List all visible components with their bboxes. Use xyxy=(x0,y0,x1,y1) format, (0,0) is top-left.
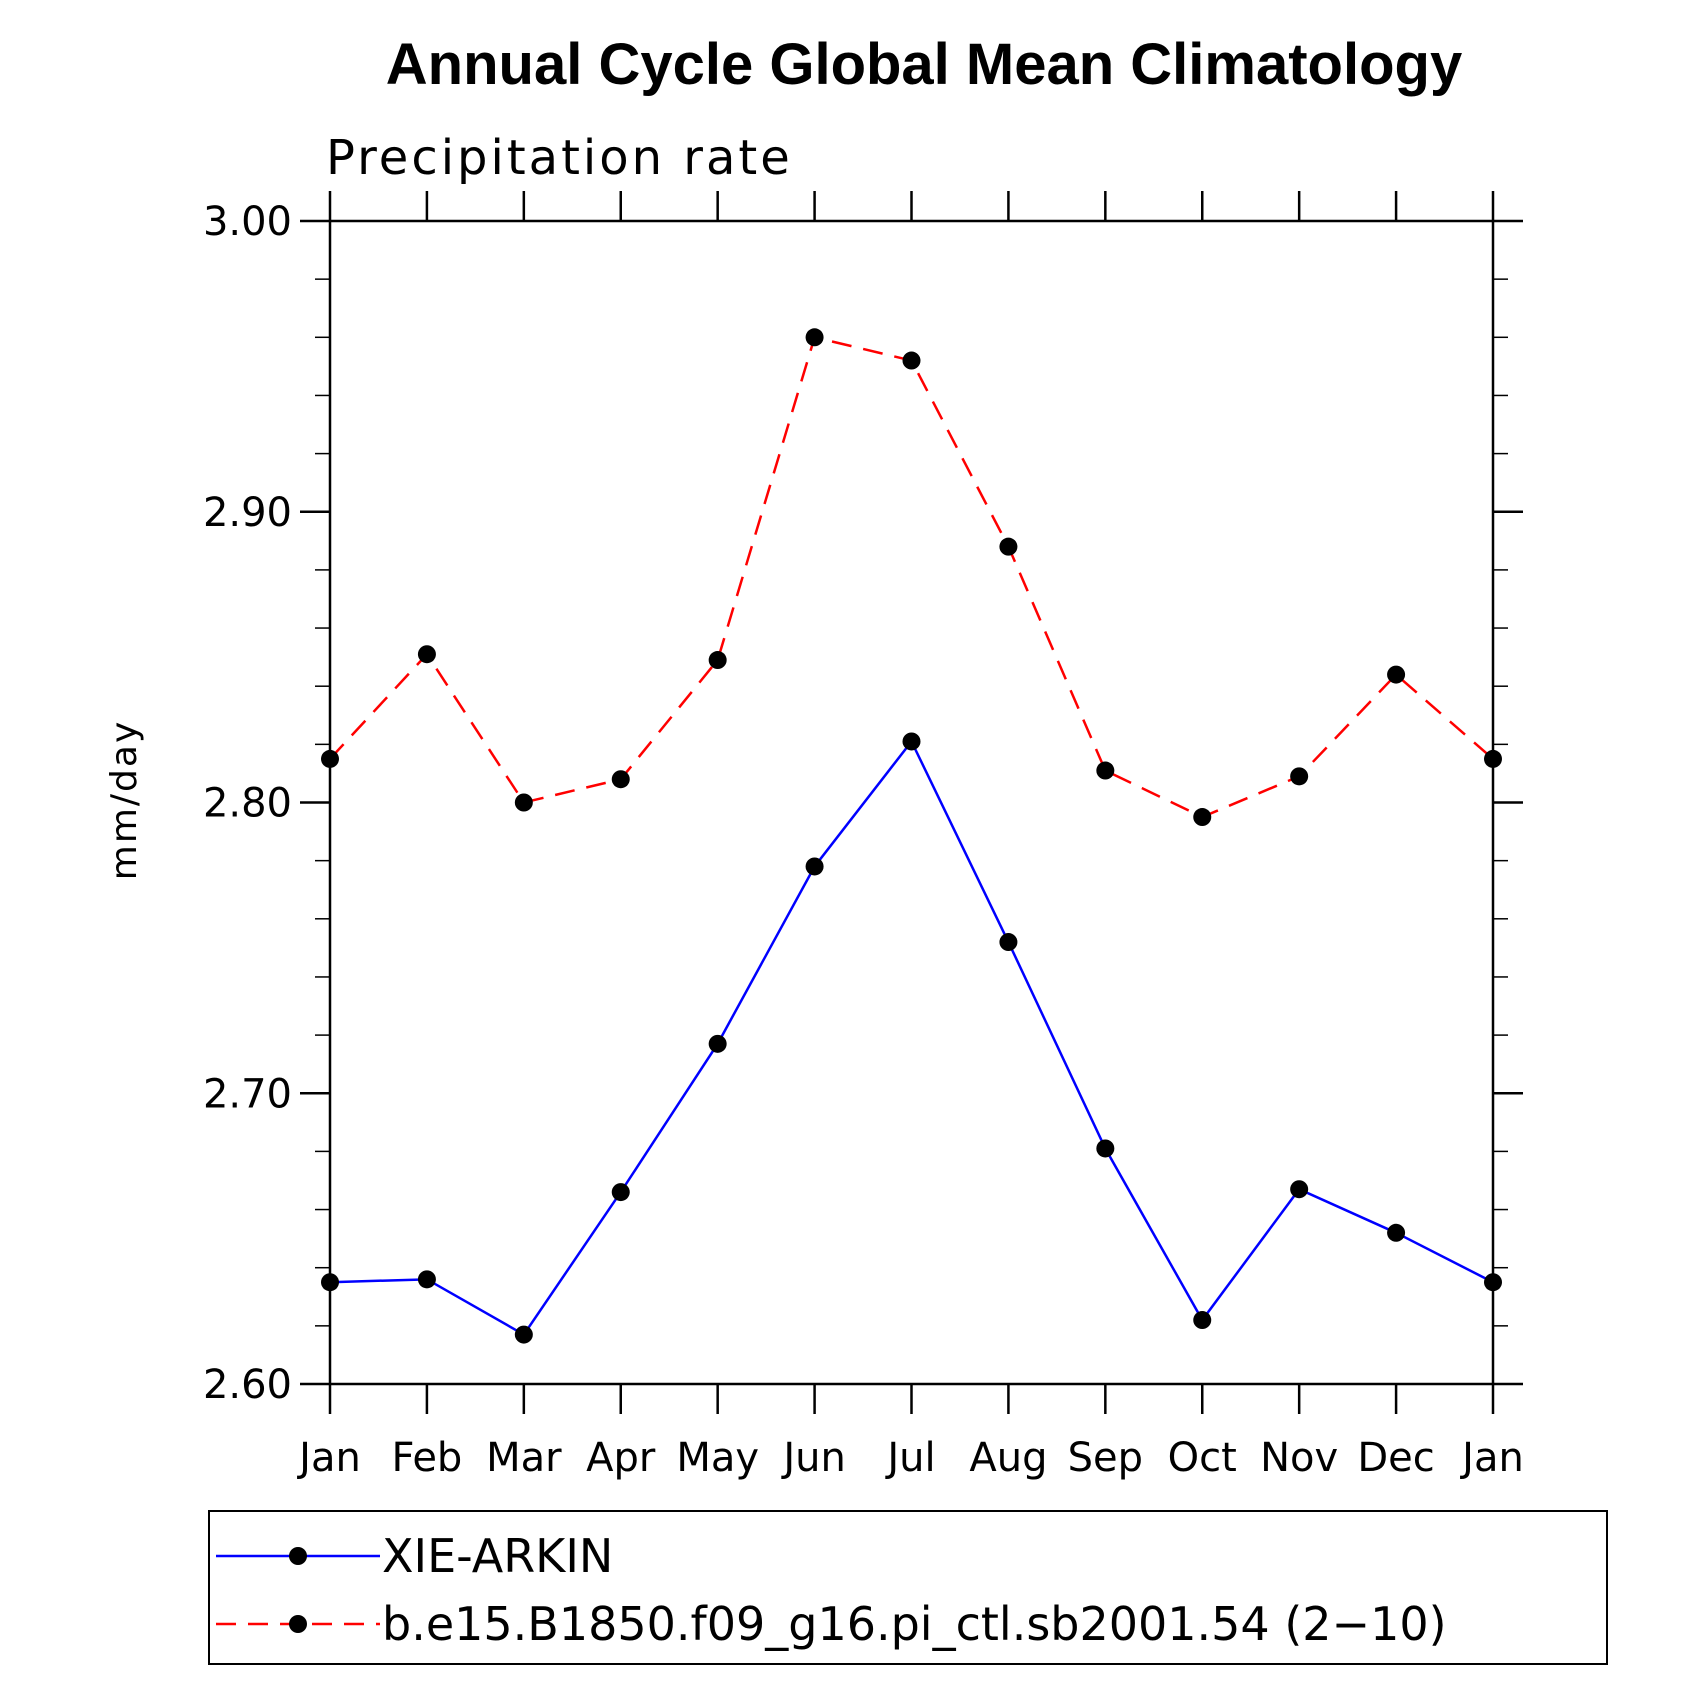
data-point-0-0 xyxy=(321,1273,339,1292)
y-tick-label: 2.90 xyxy=(203,490,292,536)
legend-entry-model: b.e15.B1850.f09_g16.pi_ctl.sb2001.54 (2−… xyxy=(216,1597,1447,1651)
data-point-1-2 xyxy=(514,793,533,812)
data-point-1-9 xyxy=(1193,808,1212,827)
plot-frame xyxy=(328,219,1495,1386)
x-tick-label: Dec xyxy=(1357,1435,1434,1481)
legend-box xyxy=(208,1510,1608,1665)
data-point-1-1 xyxy=(417,645,436,664)
data-point-0-12 xyxy=(1484,1273,1502,1292)
data-point-0-5 xyxy=(805,857,824,876)
data-point-0-8 xyxy=(1096,1139,1115,1158)
x-tick-label: Sep xyxy=(1068,1435,1143,1481)
y-tick-label: 2.60 xyxy=(203,1362,292,1408)
data-point-1-3 xyxy=(611,770,630,789)
data-point-1-7 xyxy=(999,537,1018,556)
x-tick-label: Nov xyxy=(1260,1435,1338,1481)
y-tick-label: 3.00 xyxy=(203,199,292,245)
legend-marker-model xyxy=(289,1615,307,1633)
data-point-0-10 xyxy=(1290,1180,1309,1199)
data-point-0-3 xyxy=(611,1183,630,1202)
data-point-1-12 xyxy=(1484,749,1502,768)
x-tick-label: Feb xyxy=(392,1435,463,1481)
legend-entry-xie-arkin: XIE-ARKIN xyxy=(216,1529,613,1583)
data-point-1-4 xyxy=(708,651,727,670)
data-point-1-5 xyxy=(805,328,824,347)
legend-label-xie-arkin: XIE-ARKIN xyxy=(382,1529,613,1583)
series-1 xyxy=(321,328,1502,827)
x-tick-label: Mar xyxy=(486,1435,562,1481)
x-tick-label: Jan xyxy=(1459,1435,1524,1481)
series-layer xyxy=(321,328,1502,1344)
data-point-0-2 xyxy=(514,1325,533,1344)
legend-label-model: b.e15.B1850.f09_g16.pi_ctl.sb2001.54 (2−… xyxy=(382,1597,1447,1651)
data-point-1-10 xyxy=(1290,767,1309,786)
x-tick-label: Jun xyxy=(780,1435,846,1481)
y-tick-label: 2.80 xyxy=(203,781,292,827)
x-tick-label: Jul xyxy=(884,1435,935,1481)
data-point-0-9 xyxy=(1193,1311,1212,1330)
chart-title: Annual Cycle Global Mean Climatology xyxy=(386,32,1462,97)
plot-axes: Jan Feb Mar Apr May Jun Jul Aug Sep Oct Nov Dec Jan 3… xyxy=(203,191,1524,1481)
data-point-1-6 xyxy=(902,351,921,370)
x-tick-label: Aug xyxy=(969,1435,1047,1481)
x-tick-label: Oct xyxy=(1168,1435,1237,1481)
data-point-0-6 xyxy=(902,732,921,751)
y-axis-label: mm/day xyxy=(104,720,145,880)
data-point-1-0 xyxy=(321,749,339,768)
data-point-0-4 xyxy=(708,1034,727,1053)
chart-subtitle: Precipitation rate xyxy=(326,130,793,186)
x-tick-label: Jan xyxy=(296,1435,361,1481)
y-tick-label: 2.70 xyxy=(203,1071,292,1117)
data-point-0-7 xyxy=(999,933,1018,952)
data-point-1-11 xyxy=(1387,665,1406,684)
legend-marker-xie-arkin xyxy=(289,1547,307,1565)
series-0 xyxy=(321,732,1502,1344)
series-line-0 xyxy=(329,739,1494,1337)
data-point-0-11 xyxy=(1387,1223,1406,1242)
data-point-1-8 xyxy=(1096,761,1115,780)
x-tick-label: Apr xyxy=(586,1435,656,1481)
x-tick-label: May xyxy=(676,1435,759,1481)
data-point-0-1 xyxy=(417,1270,436,1289)
